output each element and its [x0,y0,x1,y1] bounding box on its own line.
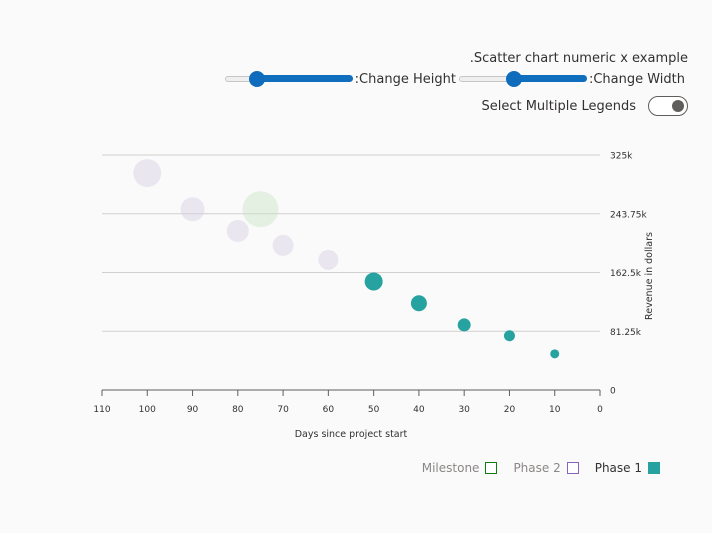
height-slider-thumb[interactable] [249,71,266,87]
multi-legend-row: Select Multiple Legends [481,96,688,116]
legend-swatch [566,462,579,474]
x-axis-title: Days since project start [295,429,408,440]
multi-legend-label: Select Multiple Legends [481,98,636,114]
legend-label: Milestone [421,461,480,475]
x-tick-label: 110 [93,405,110,415]
point-phase-2[interactable] [318,249,339,270]
x-tick-label: 40 [413,405,425,415]
point-phase-1[interactable] [364,272,383,291]
y-tick-label: 243.75k [610,210,647,220]
slider-row: :Change Height :Change Width [224,70,688,88]
y-axis: 0 81.25k 162.5k 243.75k 325k [610,152,647,397]
x-tick-label: 0 [597,405,603,415]
chart-title: .Scatter chart numeric x example [469,51,688,66]
multi-legend-toggle[interactable] [648,96,688,116]
toggle-knob [672,100,684,112]
legend-label: Phase 1 [594,461,642,475]
legend-swatch [648,462,660,474]
height-slider-label: :Change Height [354,71,456,87]
x-axis: 110 100 90 80 70 60 50 40 30 20 10 0 [93,389,603,415]
x-tick-label: 90 [187,405,199,415]
x-tick-label: 20 [504,405,516,415]
y-tick-label: 0 [610,387,616,397]
y-axis-title: Revenue in dollars [644,232,655,320]
x-tick-label: 50 [368,405,380,415]
y-tick-label: 325k [610,152,633,162]
legend-item-phase-2[interactable]: Phase 2 [513,461,579,475]
y-tick-label: 81.25k [610,328,642,338]
point-phase-1[interactable] [457,318,471,332]
legend: Milestone Phase 2 Phase 1 [406,461,660,475]
x-tick-label: 100 [139,405,156,415]
point-milestone[interactable] [242,191,279,228]
legend-swatch [485,462,498,474]
width-slider[interactable] [458,70,587,88]
point-phase-2[interactable] [226,219,249,242]
point-phase-2[interactable] [133,159,162,188]
x-tick-label: 60 [323,405,335,415]
point-phase-2[interactable] [180,197,205,222]
point-phase-1[interactable] [550,349,560,359]
point-phase-1[interactable] [503,330,515,342]
legend-label: Phase 2 [513,461,561,475]
grid-lines [102,154,600,332]
legend-item-milestone[interactable]: Milestone [422,461,498,475]
data-points [133,159,560,359]
x-tick-label: 80 [232,405,244,415]
x-tick-label: 10 [549,405,561,415]
x-tick-label: 30 [458,405,470,415]
width-slider-label: :Change Width [588,71,685,87]
width-slider-thumb[interactable] [505,71,522,87]
height-slider[interactable] [224,70,353,88]
point-phase-2[interactable] [272,234,294,256]
y-tick-label: 162.5k [610,269,642,279]
point-phase-1[interactable] [410,295,427,312]
legend-item-phase-1[interactable]: Phase 1 [595,461,660,475]
x-tick-label: 70 [277,405,289,415]
